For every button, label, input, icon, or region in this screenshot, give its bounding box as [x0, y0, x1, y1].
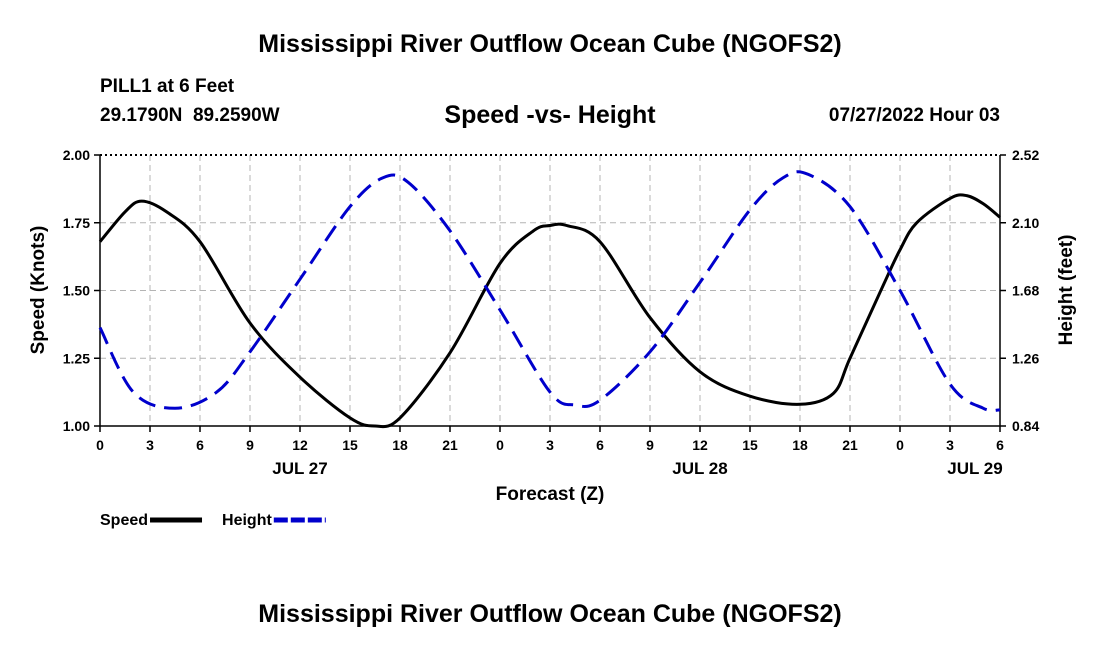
- y-right-tick-label: 2.52: [1012, 147, 1039, 163]
- legend-label-height: Height: [222, 512, 272, 529]
- y-right-axis-title: Height (feet): [1056, 235, 1077, 346]
- x-date-label: JUL 27: [272, 459, 327, 478]
- x-tick-label: 18: [792, 437, 808, 453]
- page-title: Mississippi River Outflow Ocean Cube (NG…: [258, 30, 842, 58]
- x-tick-label: 6: [196, 437, 204, 453]
- x-tick-label: 12: [292, 437, 308, 453]
- y-left-tick-label: 1.00: [63, 418, 90, 434]
- x-tick-label: 0: [96, 437, 104, 453]
- x-tick-label: 0: [896, 437, 904, 453]
- legend-label-speed: Speed: [100, 512, 148, 529]
- x-tick-label: 3: [546, 437, 554, 453]
- x-tick-label: 21: [442, 437, 458, 453]
- x-tick-label: 3: [146, 437, 154, 453]
- x-date-label: JUL 29: [947, 459, 1002, 478]
- y-left-axis-title: Speed (Knots): [28, 226, 49, 355]
- series-line-height: [98, 170, 1001, 413]
- y-right-tick-label: 1.26: [1012, 350, 1039, 366]
- x-date-label: JUL 28: [672, 459, 727, 478]
- forecast-date: 07/27/2022 Hour 03: [828, 105, 1000, 126]
- chart-title: Speed -vs- Height: [444, 101, 656, 129]
- x-tick-label: 0: [496, 437, 504, 453]
- y-right-tick-label: 1.68: [1012, 283, 1039, 299]
- station-coordinates: 29.1790N 89.2590W: [100, 105, 280, 126]
- axes: 1.00 1.25 1.50 1.75 2.00 0.84 1.26 1.68 2.10 2.52…: [28, 147, 1077, 505]
- x-tick-label: 18: [392, 437, 408, 453]
- x-tick-label: 21: [842, 437, 858, 453]
- station-label: PILL1 at 6 Feet: [100, 76, 235, 97]
- y-left-tick-label: 1.25: [63, 350, 90, 366]
- x-tick-label: 12: [692, 437, 708, 453]
- series-line-speed: [98, 193, 1001, 429]
- x-tick-label: 6: [596, 437, 604, 453]
- x-tick-label: 9: [646, 437, 654, 453]
- y-right-tick-label: 0.84: [1012, 418, 1039, 434]
- y-left-tick-label: 1.75: [63, 215, 90, 231]
- y-left-tick-label: 2.00: [63, 147, 90, 163]
- x-tick-label: 15: [742, 437, 758, 453]
- x-axis-title: Forecast (Z): [496, 484, 605, 505]
- x-tick-label: 15: [342, 437, 358, 453]
- footer-title: Mississippi River Outflow Ocean Cube (NG…: [258, 600, 842, 628]
- grid-lines: [100, 155, 1000, 426]
- y-left-tick-label: 1.50: [63, 283, 90, 299]
- x-tick-label: 9: [246, 437, 254, 453]
- x-tick-label: 6: [996, 437, 1004, 453]
- legend: Speed Height: [100, 512, 326, 529]
- y-right-tick-label: 2.10: [1012, 215, 1039, 231]
- x-tick-label: 3: [946, 437, 954, 453]
- data-series: [98, 170, 1001, 429]
